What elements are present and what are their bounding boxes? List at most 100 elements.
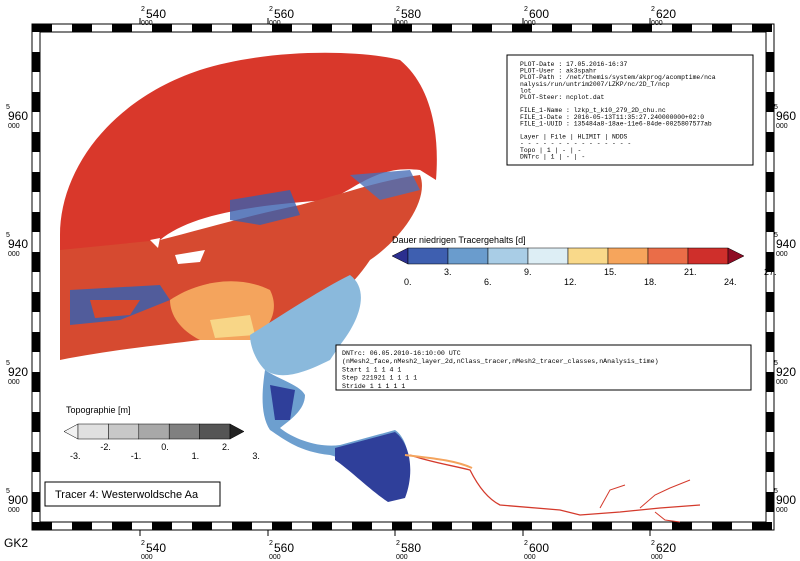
topo-colorbar: -3. -1. 1. 3. -2. 0. 2. [63,423,260,461]
frame-segment [752,24,772,32]
info-line: PLOT-Steer: ncplot.dat [520,94,605,101]
x-tick-value: 560 [274,541,294,555]
frame-segment [632,24,652,32]
x-tick-minor: 000 [651,20,663,27]
frame-segment [712,522,732,530]
y-tick-minor: 000 [8,507,20,514]
frame-segment [72,24,92,32]
info-line: FILE_1-UUID : 135484a8-18ae-11e6-84de-00… [520,120,712,127]
y-axis-ticks: 5960000596000059400005940000592000059200… [6,104,796,514]
caption-text: Tracer 4: Westerwoldsche Aa [55,489,199,501]
frame-segment [112,24,132,32]
island-2 [150,238,160,248]
topo-class [168,423,200,440]
dntrc-line: (nMesh2_face,nMesh2_layer_2d,nClass_trac… [342,358,659,365]
x-tick-value: 580 [401,541,421,555]
tracer-tick-label: 27. [764,267,777,277]
frame-segment [512,522,532,530]
x-tick-value: 620 [656,541,676,555]
y-tick-minor: 000 [8,379,20,386]
topo-tick-label: -2. [100,442,111,452]
frame-segment [32,92,40,112]
topo-class [77,423,109,440]
topo-over-arrow [229,423,245,440]
tidal-flats-3 [230,190,300,225]
frame-segment [766,412,774,432]
frame-segment [766,292,774,312]
info-line: Topo | 1 | - | - [520,147,581,154]
y-tick-minor: 000 [776,251,788,258]
topo-tick-label: -1. [131,451,142,461]
x-tick-minor: 000 [269,20,281,27]
tidal-flats-4 [350,170,420,200]
inland-river-branch-1 [599,484,626,509]
frame-segment [766,52,774,72]
info-line: PLOT-Path : /net/themis/system/akprog/ac… [520,74,716,81]
bay-yellow-area [210,315,255,338]
frame-segment [766,132,774,152]
frame-segment [766,212,774,232]
dntrc-line: Start 1 1 1 4 1 [342,366,401,373]
frame-segment [352,522,372,530]
topo-tick-label: 1. [192,451,200,461]
x-tick-major: 2 [269,6,273,13]
tracer-tick-label: 12. [564,277,577,287]
dollart-basin [335,432,411,502]
frame-segment [432,522,452,530]
tracer-tick-label: 3. [444,267,452,277]
frame-segment [766,492,774,512]
frame-segment [392,522,412,530]
frame-segment [592,522,612,530]
frame-segment [32,372,40,392]
y-tick-value: 920 [776,365,796,379]
y-tick-minor: 000 [776,379,788,386]
y-tick-major: 5 [6,360,10,367]
frame-segment [432,24,452,32]
info-line: DNTrc | 1 | - | - [520,153,585,160]
frame-segment [472,24,492,32]
frame-segment [392,24,412,32]
frame-segment [232,522,252,530]
info-line: lot [520,87,532,94]
frame-segment [272,522,292,530]
x-tick-major: 2 [141,540,145,547]
frame-segment [512,24,532,32]
x-tick-major: 2 [524,540,528,547]
topo-tick-label: -3. [70,451,81,461]
x-tick-minor: 000 [524,554,536,561]
frame-segment [112,522,132,530]
colorbar-class [487,247,529,265]
x-tick-minor: 000 [524,20,536,27]
y-tick-minor: 000 [776,123,788,130]
x-tick-major: 2 [141,6,145,13]
frame-segment [472,522,492,530]
frame-segment [32,24,52,32]
x-tick-major: 2 [651,540,655,547]
x-tick-minor: 000 [269,554,281,561]
colorbar-class [527,247,569,265]
frame-segment [552,24,572,32]
x-tick-major: 2 [269,540,273,547]
frame-segment [312,24,332,32]
sea-fan-area [60,52,437,250]
y-tick-value: 960 [776,109,796,123]
x-tick-major: 2 [396,6,400,13]
x-tick-minor: 000 [141,554,153,561]
frame-segment [766,172,774,192]
colorbar-class [407,247,449,265]
tracer-tick-label: 24. [724,277,737,287]
y-tick-major: 5 [6,232,10,239]
